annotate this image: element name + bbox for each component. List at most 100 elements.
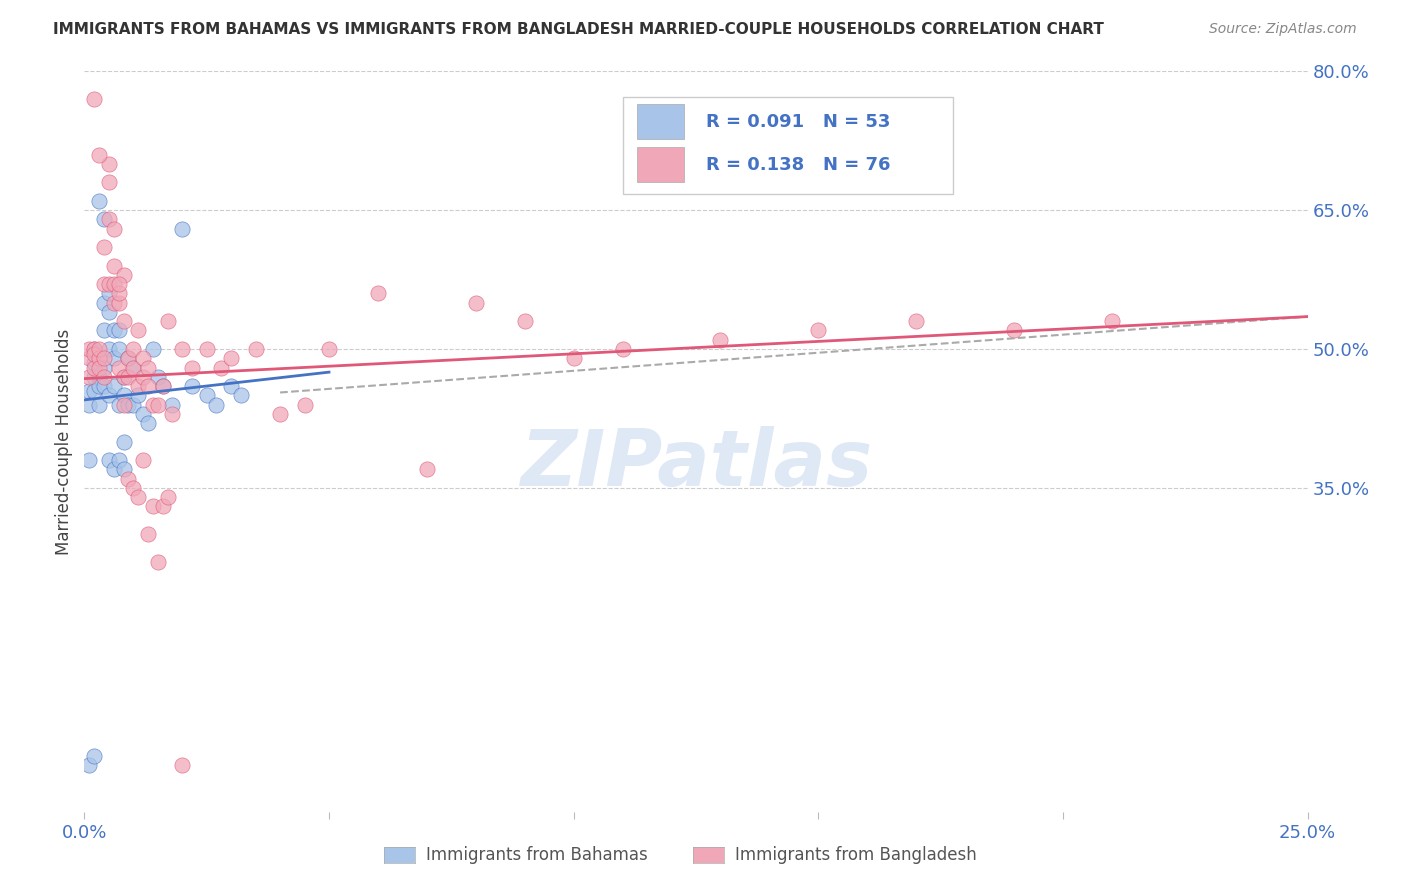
Point (87, 351, 110, 366)
Point (112, 369, 135, 384)
Point (77, 758, 100, 772)
Point (97, 277, 120, 292)
Point (107, 398, 129, 412)
Point (87, 351, 110, 366)
Point (112, 388, 135, 402)
Point (87, 342, 110, 356)
Point (97, 305, 120, 319)
Point (77, 342, 100, 356)
Point (162, 398, 184, 412)
Point (83, 342, 105, 356)
Point (136, 416, 159, 430)
Point (83, 384, 105, 398)
Point (77, 369, 100, 384)
Text: ZIPatlas: ZIPatlas (520, 425, 872, 502)
Point (103, 277, 125, 292)
Point (562, 351, 585, 366)
Point (112, 434, 135, 449)
Point (219, 379, 242, 393)
Point (97, 453, 120, 467)
Point (93, 379, 115, 393)
Point (107, 342, 129, 356)
Point (97, 212, 120, 227)
Point (1002, 324, 1025, 338)
Point (93, 324, 115, 338)
Point (107, 453, 129, 467)
Point (318, 342, 340, 356)
Point (87, 360, 110, 375)
Point (117, 398, 139, 412)
Point (229, 388, 252, 402)
Point (709, 333, 731, 347)
Point (122, 398, 145, 412)
Point (172, 221, 194, 235)
Point (103, 379, 125, 393)
Point (83, 92, 105, 106)
Point (172, 342, 194, 356)
Point (245, 342, 267, 356)
FancyBboxPatch shape (637, 104, 683, 139)
Point (107, 286, 129, 301)
Point (146, 555, 169, 569)
Point (172, 758, 194, 772)
Text: Source: ZipAtlas.com: Source: ZipAtlas.com (1209, 22, 1357, 37)
Point (152, 379, 174, 393)
Point (83, 346, 105, 360)
Point (93, 277, 115, 292)
Point (103, 351, 125, 366)
Point (112, 314, 135, 328)
Point (112, 369, 135, 384)
Point (77, 384, 100, 398)
Point (219, 351, 242, 366)
Point (83, 342, 105, 356)
Point (146, 398, 169, 412)
Point (97, 157, 120, 171)
Point (162, 407, 184, 421)
Point (103, 259, 125, 273)
Point (93, 212, 115, 227)
Point (136, 360, 159, 375)
Point (152, 500, 174, 514)
Point (103, 324, 125, 338)
Point (127, 490, 149, 504)
Point (142, 398, 165, 412)
Y-axis label: Married-couple Households: Married-couple Households (55, 328, 73, 555)
FancyBboxPatch shape (637, 147, 683, 183)
Point (117, 369, 139, 384)
Point (93, 369, 115, 384)
Point (93, 351, 115, 366)
Point (93, 295, 115, 310)
Point (122, 360, 145, 375)
Point (112, 268, 135, 282)
FancyBboxPatch shape (623, 97, 953, 194)
Point (513, 314, 536, 328)
Point (117, 472, 139, 486)
Point (112, 462, 135, 476)
Point (97, 388, 120, 402)
Point (367, 286, 389, 301)
Point (127, 324, 149, 338)
Point (117, 351, 139, 366)
Point (156, 490, 179, 504)
Point (464, 295, 486, 310)
Point (195, 342, 218, 356)
Point (905, 314, 928, 328)
Point (103, 462, 125, 476)
Point (136, 379, 159, 393)
Point (269, 407, 291, 421)
Point (136, 527, 159, 541)
Point (97, 342, 120, 356)
Point (107, 324, 129, 338)
Point (152, 379, 174, 393)
Point (107, 360, 129, 375)
Point (87, 398, 110, 412)
Point (181, 379, 204, 393)
Point (93, 360, 115, 375)
Point (103, 295, 125, 310)
Point (103, 221, 125, 235)
Point (416, 462, 439, 476)
Point (97, 175, 120, 190)
Point (83, 360, 105, 375)
Point (122, 360, 145, 375)
Point (87, 379, 110, 393)
